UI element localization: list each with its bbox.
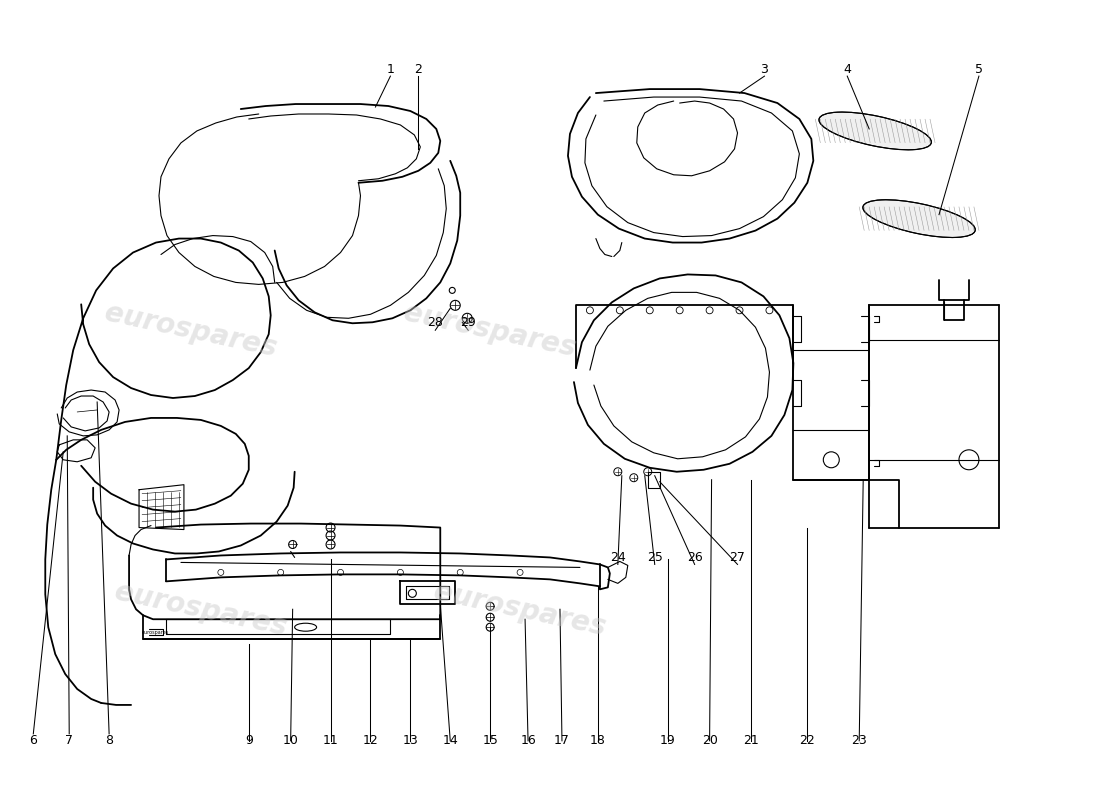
Text: 22: 22	[800, 734, 815, 747]
Text: 27: 27	[729, 551, 746, 564]
Text: 20: 20	[702, 734, 717, 747]
Text: 6: 6	[30, 734, 37, 747]
Text: 5: 5	[975, 62, 983, 76]
Text: 8: 8	[106, 734, 113, 747]
Ellipse shape	[820, 112, 932, 150]
Text: 25: 25	[647, 551, 662, 564]
Text: 12: 12	[363, 734, 378, 747]
Text: 3: 3	[760, 62, 769, 76]
Text: 15: 15	[482, 734, 498, 747]
Text: 28: 28	[428, 316, 443, 329]
Text: 23: 23	[851, 734, 867, 747]
Text: 13: 13	[403, 734, 418, 747]
Text: eurospares: eurospares	[142, 630, 168, 634]
Text: 17: 17	[554, 734, 570, 747]
Text: eurospares: eurospares	[112, 578, 289, 642]
Text: 21: 21	[744, 734, 759, 747]
Text: 9: 9	[245, 734, 253, 747]
Text: 4: 4	[844, 62, 851, 76]
Text: 1: 1	[386, 62, 394, 76]
Text: 16: 16	[520, 734, 536, 747]
Text: 11: 11	[322, 734, 339, 747]
Text: 19: 19	[660, 734, 675, 747]
Text: eurospares: eurospares	[431, 578, 608, 642]
Text: eurospares: eurospares	[402, 298, 579, 362]
Text: 26: 26	[686, 551, 703, 564]
Text: eurospares: eurospares	[102, 298, 279, 362]
Text: 7: 7	[65, 734, 74, 747]
Text: 2: 2	[415, 62, 422, 76]
Text: 24: 24	[610, 551, 626, 564]
Text: 14: 14	[442, 734, 458, 747]
Text: 29: 29	[460, 316, 476, 329]
Text: 10: 10	[283, 734, 298, 747]
Text: 18: 18	[590, 734, 606, 747]
Ellipse shape	[862, 200, 976, 238]
